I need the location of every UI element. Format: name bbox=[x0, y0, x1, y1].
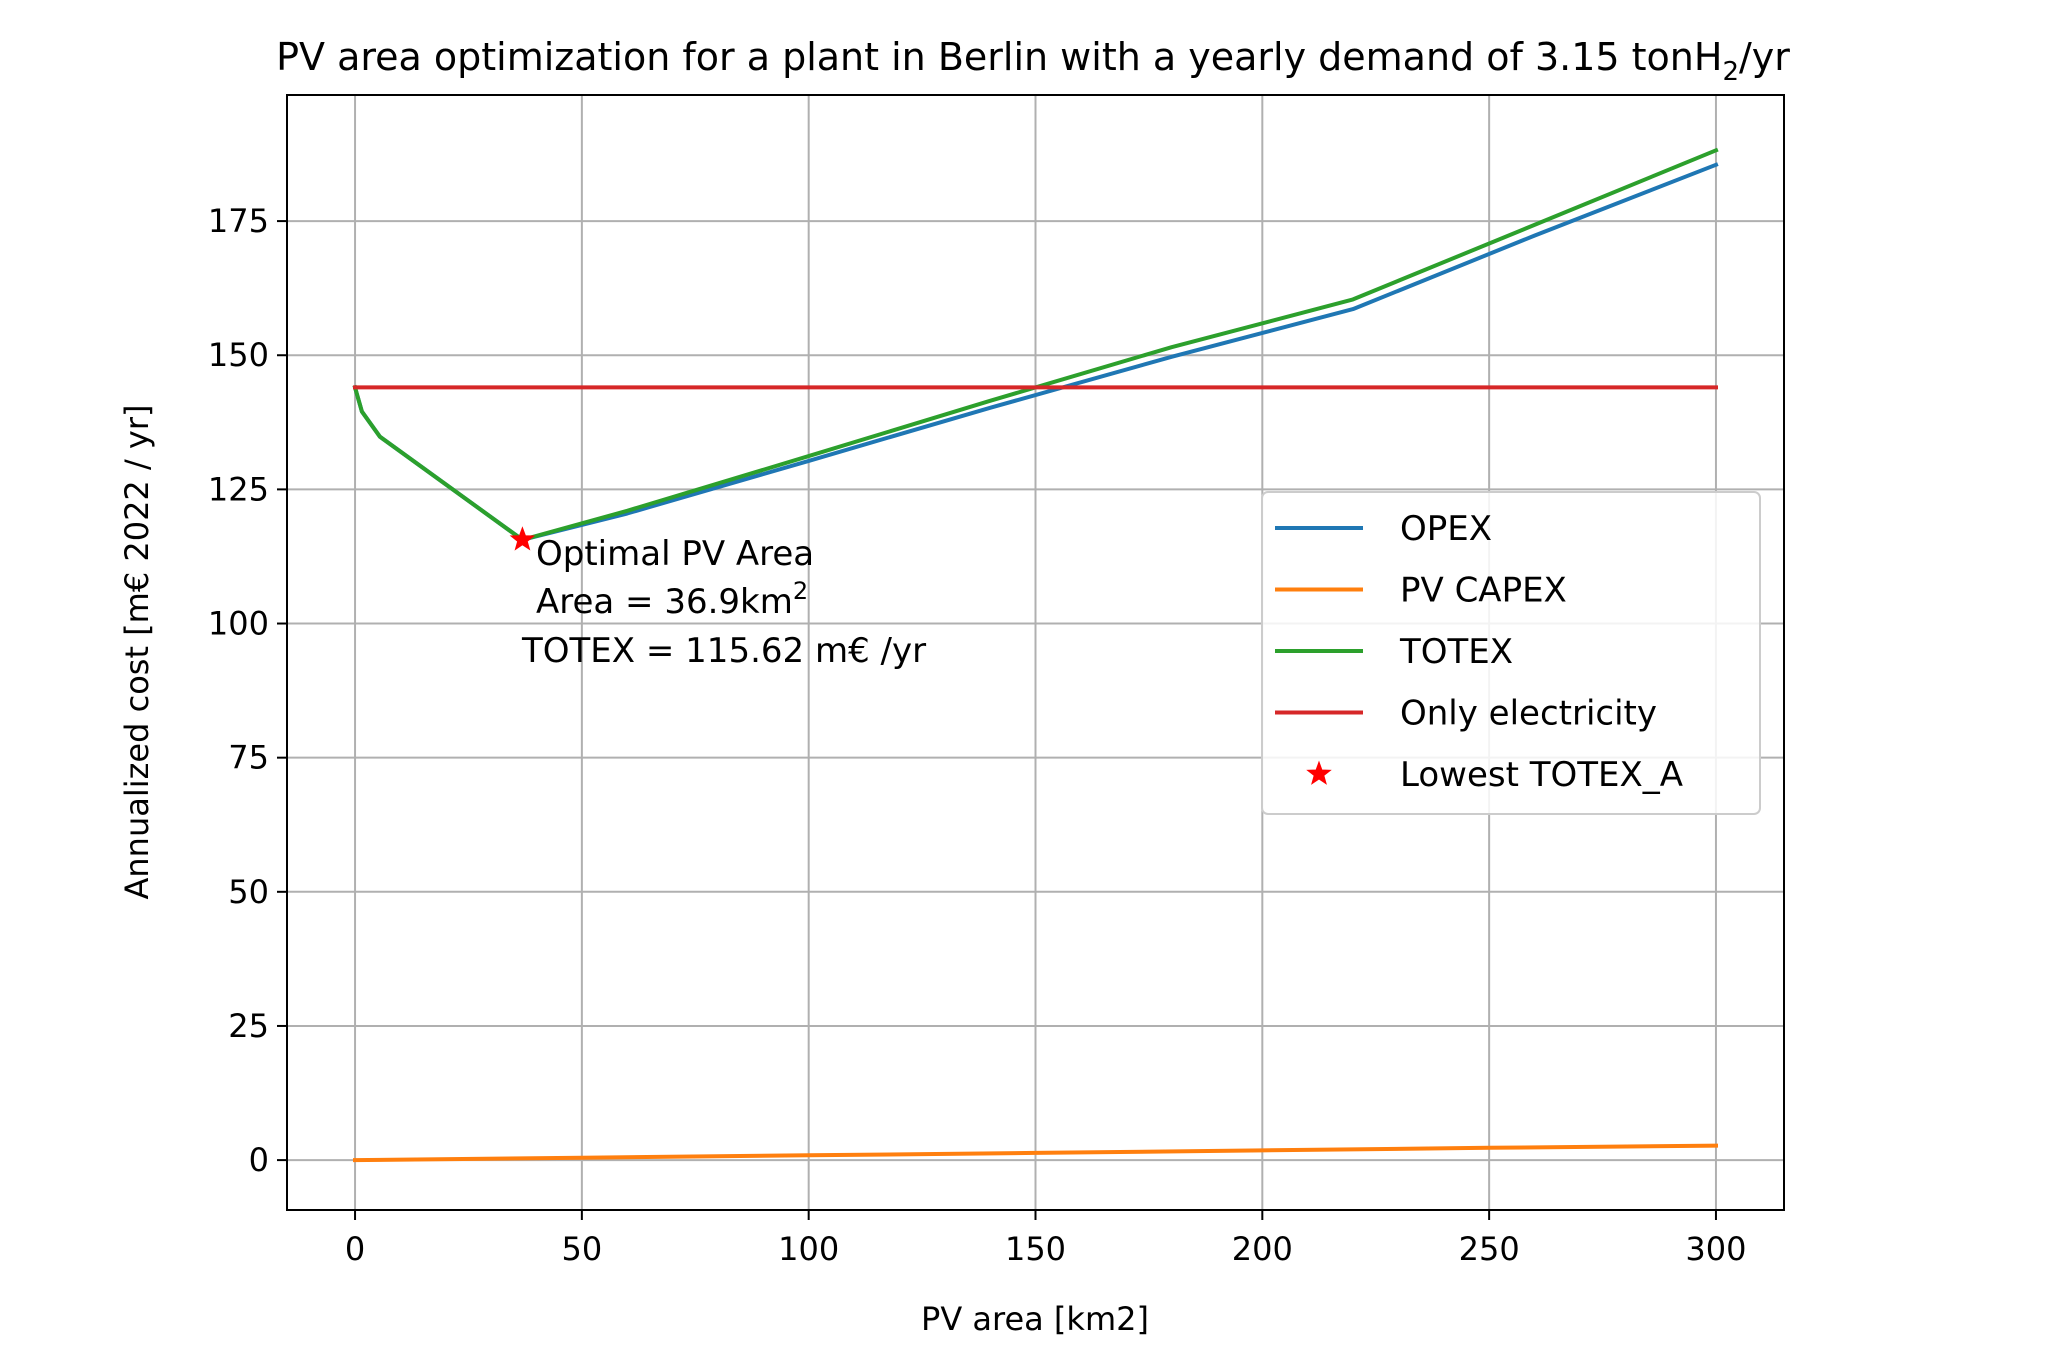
axis-ticks: 0 50 100 150 200 250 300 0 25 50 75 100 125 150 175 bbox=[208, 202, 1747, 1268]
y-tick-label: 100 bbox=[208, 605, 269, 643]
title-subscript: 2 bbox=[1722, 57, 1739, 87]
x-tick-label: 100 bbox=[778, 1230, 839, 1268]
y-tick-label: 150 bbox=[208, 336, 269, 374]
y-tick-label: 75 bbox=[228, 739, 269, 777]
legend-label-totex: TOTEX bbox=[1399, 632, 1513, 672]
legend-label-only-electricity: Only electricity bbox=[1400, 694, 1657, 734]
legend-box bbox=[1261, 491, 1761, 815]
series-lines bbox=[352, 147, 1719, 1163]
x-tick-label: 200 bbox=[1232, 1230, 1293, 1268]
y-tick-label: 0 bbox=[249, 1141, 269, 1179]
legend-swatch-lowest-totex-a bbox=[1306, 760, 1332, 785]
x-axis-label: PV area [km2] bbox=[921, 1300, 1149, 1338]
optimal-annotation: Optimal PV Area Area = 36.9km2 TOTEX = 1… bbox=[521, 534, 926, 671]
x-tick-label: 150 bbox=[1005, 1230, 1066, 1268]
y-tick-label: 50 bbox=[228, 873, 269, 911]
legend-label-opex: OPEX bbox=[1400, 509, 1492, 549]
series-line-pv-capex bbox=[352, 1143, 1719, 1163]
title-suffix: /yr bbox=[1739, 35, 1790, 79]
annotation-line-2: Area = 36.9km2 bbox=[536, 577, 808, 622]
annotation-line-3: TOTEX = 115.62 m€ /yr bbox=[521, 631, 926, 671]
x-tick-label: 0 bbox=[345, 1230, 365, 1268]
y-tick-label: 125 bbox=[208, 470, 269, 508]
y-tick-label: 25 bbox=[228, 1007, 269, 1045]
legend: OPEX PV CAPEX TOTEX Only electricity Lowest … bbox=[1261, 491, 1761, 815]
marker-layer bbox=[509, 526, 536, 551]
annotation-superscript: 2 bbox=[793, 577, 808, 605]
series-line-totex bbox=[352, 147, 1719, 542]
x-tick-label: 250 bbox=[1459, 1230, 1520, 1268]
chart-title: PV area optimization for a plant in Berl… bbox=[276, 35, 1790, 87]
lowest-totex-marker bbox=[509, 526, 536, 551]
legend-label-lowest-totex-a: Lowest TOTEX_A bbox=[1400, 755, 1683, 795]
legend-label-pv-capex: PV CAPEX bbox=[1400, 571, 1567, 611]
y-tick-label: 175 bbox=[208, 202, 269, 240]
y-axis-label: Annualized cost [m€ 2022 / yr] bbox=[118, 405, 156, 900]
grid-lines bbox=[287, 95, 1784, 1210]
x-tick-label: 300 bbox=[1685, 1230, 1746, 1268]
x-tick-label: 50 bbox=[562, 1230, 603, 1268]
annotation-line-1: Optimal PV Area bbox=[536, 534, 814, 574]
